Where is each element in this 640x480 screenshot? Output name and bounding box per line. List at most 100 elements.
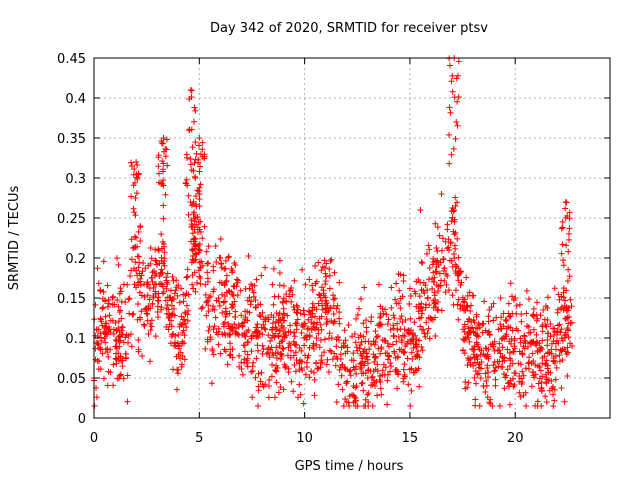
data-point xyxy=(118,327,125,334)
data-point xyxy=(374,367,381,374)
data-point xyxy=(314,365,321,372)
data-point xyxy=(460,326,467,333)
data-point xyxy=(167,287,174,294)
data-point xyxy=(463,303,470,310)
data-point xyxy=(506,401,513,408)
data-point xyxy=(223,311,230,318)
data-point xyxy=(222,265,229,272)
data-point xyxy=(213,329,220,336)
data-point xyxy=(295,394,302,401)
data-point xyxy=(188,167,195,174)
data-point xyxy=(195,246,202,253)
data-point xyxy=(193,279,200,286)
data-point xyxy=(114,296,121,303)
data-point xyxy=(269,326,276,333)
data-point xyxy=(534,398,541,405)
data-point xyxy=(448,78,455,85)
data-point xyxy=(355,334,362,341)
data-point xyxy=(362,338,369,345)
data-point xyxy=(328,256,335,263)
data-point xyxy=(202,345,209,352)
data-point xyxy=(265,394,272,401)
data-point xyxy=(183,324,190,331)
data-point xyxy=(543,357,550,364)
data-point xyxy=(117,353,124,360)
data-point xyxy=(196,135,203,141)
data-point xyxy=(235,277,242,284)
data-point xyxy=(565,334,572,341)
data-point xyxy=(137,282,144,289)
data-point xyxy=(503,372,510,379)
data-point xyxy=(248,281,255,288)
data-point xyxy=(269,281,276,288)
data-point xyxy=(158,139,165,146)
data-point xyxy=(492,364,499,371)
data-point xyxy=(124,281,131,288)
data-point xyxy=(383,311,390,318)
data-point xyxy=(564,307,571,314)
data-point xyxy=(176,299,183,306)
data-point xyxy=(440,267,447,274)
data-point xyxy=(140,321,147,328)
data-point xyxy=(172,339,179,346)
data-point xyxy=(547,369,554,376)
data-point xyxy=(306,276,313,283)
data-point xyxy=(245,327,252,334)
data-point xyxy=(528,360,535,367)
data-point xyxy=(129,245,136,252)
data-point xyxy=(152,333,159,340)
data-point xyxy=(379,367,386,374)
data-point xyxy=(358,380,365,387)
data-point xyxy=(392,296,399,303)
data-point xyxy=(328,348,335,355)
data-point xyxy=(388,284,395,291)
data-point xyxy=(221,266,228,273)
data-point xyxy=(357,365,364,372)
data-point xyxy=(203,248,210,255)
data-point xyxy=(261,325,268,332)
data-point xyxy=(532,361,539,368)
data-point xyxy=(274,349,281,356)
data-point xyxy=(166,313,173,320)
data-point xyxy=(353,363,360,370)
data-point xyxy=(229,327,236,334)
data-point xyxy=(356,345,363,352)
data-point xyxy=(223,277,230,284)
data-point xyxy=(373,333,380,340)
data-point xyxy=(233,276,240,283)
data-point xyxy=(111,301,118,308)
y-axis-label: SRMTID / TECUs xyxy=(7,186,22,291)
data-point xyxy=(141,322,148,329)
data-point xyxy=(534,299,541,306)
data-point xyxy=(494,347,501,354)
data-point xyxy=(131,233,138,240)
data-point xyxy=(328,318,335,325)
data-point xyxy=(374,392,381,399)
data-point xyxy=(415,365,422,372)
x-tick-label: 10 xyxy=(296,431,313,446)
data-point xyxy=(154,297,161,304)
data-point xyxy=(351,366,358,373)
data-point xyxy=(170,305,177,312)
data-point xyxy=(422,333,429,340)
data-point xyxy=(105,300,112,307)
data-point xyxy=(120,375,127,382)
data-point xyxy=(371,383,378,390)
data-point xyxy=(219,331,226,338)
data-point xyxy=(472,396,479,403)
data-point xyxy=(413,352,420,359)
data-point xyxy=(210,288,217,295)
data-point xyxy=(522,365,529,372)
data-point xyxy=(429,285,436,292)
data-point xyxy=(543,323,550,330)
data-point xyxy=(362,403,369,409)
data-point xyxy=(213,297,220,304)
data-point xyxy=(558,250,565,257)
data-point xyxy=(92,301,99,308)
data-point xyxy=(258,369,265,376)
data-point xyxy=(559,224,566,231)
data-point xyxy=(164,301,171,308)
data-point xyxy=(472,330,479,337)
data-point xyxy=(191,160,198,167)
data-point xyxy=(268,373,275,380)
